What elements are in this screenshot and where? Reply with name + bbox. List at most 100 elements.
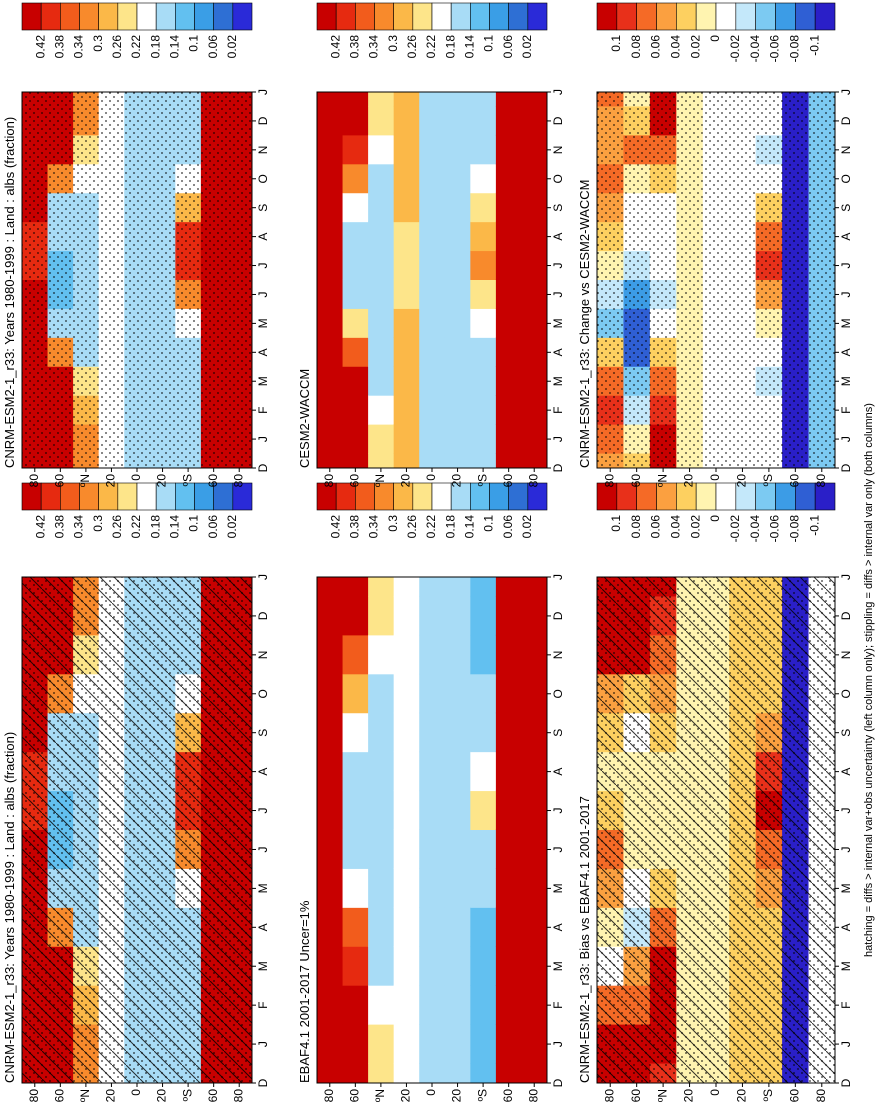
x-tick-label: S — [839, 729, 853, 737]
heatmap-cell — [368, 751, 395, 792]
heatmap-cell — [521, 829, 547, 869]
colorbar-swatch — [412, 2, 433, 31]
colorbar-label: 0.08 — [629, 35, 643, 59]
heatmap-cell — [317, 751, 344, 792]
heatmap-cell — [495, 366, 522, 396]
heatmap-cell — [470, 985, 497, 1025]
colorbar-label: -0.02 — [728, 515, 742, 543]
heatmap-cell — [495, 985, 522, 1025]
heatmap-cell — [317, 424, 344, 454]
heatmap-cell — [495, 424, 522, 454]
heatmap-cell — [444, 712, 471, 753]
heatmap-cell — [419, 279, 446, 309]
x-tick-label: N — [839, 146, 853, 155]
heatmap-cell — [317, 105, 344, 136]
heatmap-cell — [444, 790, 471, 830]
y-tick-label: 20 — [450, 1089, 464, 1103]
heatmap-cell — [393, 712, 420, 753]
heatmap-cell — [342, 134, 369, 165]
heatmap-cell — [444, 985, 471, 1025]
heatmap-cell — [368, 424, 395, 454]
y-tick-label: 20 — [399, 474, 413, 488]
colorbar-label: -0.06 — [768, 515, 782, 543]
heatmap-cell — [470, 192, 497, 223]
heatmap-cell — [444, 337, 471, 367]
x-tick-label: F — [256, 406, 270, 413]
heatmap-cell — [495, 105, 522, 136]
heatmap-cell — [368, 395, 395, 425]
colorbar-label: 0 — [708, 515, 722, 522]
heatmap-cell — [444, 92, 471, 107]
heatmap-cell — [521, 92, 547, 107]
colorbar-label: 0.02 — [225, 35, 239, 59]
colorbar-label: 0.34 — [367, 35, 381, 59]
y-tick-label: 0 — [424, 474, 438, 481]
y-tick-label: 80 — [27, 474, 41, 488]
heatmap-cell — [470, 751, 497, 792]
heatmap-cell — [444, 634, 471, 675]
colorbar-label: 0.38 — [348, 515, 362, 539]
heatmap-cell — [342, 790, 369, 830]
heatmap-cell — [470, 308, 497, 338]
heatmap-cell — [521, 985, 547, 1025]
colorbar-swatch — [79, 2, 99, 31]
heatmap-cell — [368, 673, 395, 714]
heatmap-cell — [393, 337, 420, 367]
footnote: hatching = diffs > internal var+obs unce… — [863, 403, 875, 957]
heatmap-cell — [444, 279, 471, 309]
colorbar-label: 0.1 — [609, 35, 623, 52]
colorbar-label: 0.08 — [629, 515, 643, 539]
heatmap-cell — [444, 595, 471, 636]
heatmap-cells — [22, 577, 252, 1083]
y-tick-label: 20 — [155, 474, 169, 488]
colorbar-label: 0.1 — [187, 515, 201, 532]
x-tick-label: M — [551, 883, 565, 893]
x-tick-label: J — [551, 1041, 565, 1047]
colorbar-swatch — [21, 2, 42, 31]
x-tick-label: J — [551, 263, 565, 269]
y-tick-label: 20 — [735, 474, 749, 488]
heatmap-cell — [393, 790, 420, 830]
heatmap-cell — [444, 424, 471, 454]
heatmap-cell — [317, 250, 344, 280]
panel-title: CNRM-ESM2-1_r33: Years 1980-1999 : Land … — [2, 117, 17, 468]
colorbar-label: 0.34 — [72, 35, 86, 59]
x-tick-label: N — [551, 146, 565, 155]
heatmap-cell — [495, 907, 522, 947]
panel: CNRM-ESM2-1_r33: Years 1980-1999 : Land … — [2, 482, 270, 1102]
heatmap-cell — [419, 907, 446, 947]
x-tick-label: A — [839, 768, 853, 776]
heatmap-cell — [495, 790, 522, 830]
heatmap-cell — [317, 673, 344, 714]
x-tick-label: M — [256, 883, 270, 893]
stipple-overlay — [22, 92, 252, 468]
heatmap-cell — [419, 577, 446, 597]
heatmap-cell — [495, 92, 522, 107]
colorbar-label: 0.04 — [669, 35, 683, 59]
colorbar-label: 0.14 — [168, 35, 182, 59]
x-tick-label: A — [839, 233, 853, 241]
heatmap-cells — [317, 92, 547, 468]
y-tick-label: 60 — [501, 1089, 515, 1103]
heatmap-cell — [495, 577, 522, 597]
heatmap-cell — [317, 134, 344, 165]
heatmap-cell — [521, 279, 547, 309]
heatmap-cell — [470, 395, 497, 425]
heatmap-cell — [470, 163, 497, 194]
x-tick-label: N — [551, 651, 565, 660]
x-tick-label: J — [256, 291, 270, 297]
heatmap-cell — [521, 395, 547, 425]
colorbar-label: 0.38 — [53, 35, 67, 59]
colorbar-swatch — [695, 482, 717, 511]
y-tick-label: 60 — [348, 474, 362, 488]
x-tick-label: J — [839, 291, 853, 297]
colorbar-label: 0.42 — [33, 515, 47, 539]
heatmap-cell — [470, 712, 497, 753]
colorbar-swatch — [616, 2, 637, 31]
heatmap-cell — [470, 105, 497, 136]
colorbar-swatch — [213, 2, 234, 31]
heatmap-cell — [342, 985, 369, 1025]
heatmap-cell — [342, 221, 369, 252]
colorbar-swatch — [508, 2, 529, 31]
heatmap-cell — [317, 221, 344, 252]
